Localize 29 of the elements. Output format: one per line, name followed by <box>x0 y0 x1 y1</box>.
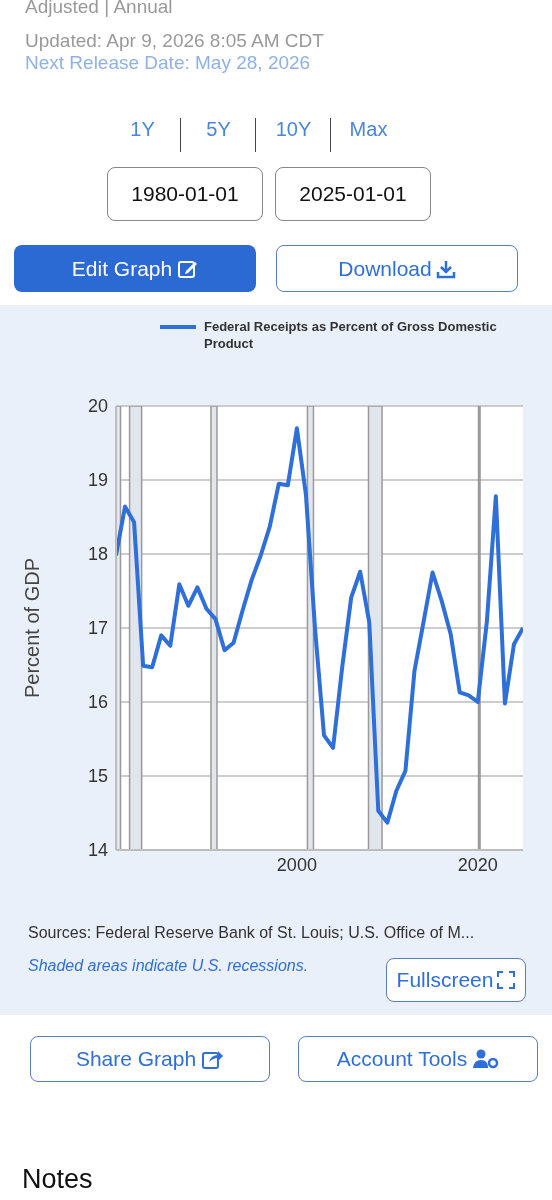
x-tick-label: 2020 <box>457 854 498 875</box>
y-tick-label: 19 <box>87 470 108 491</box>
legend-label: Federal Receipts as Percent of Gross Domestic Product <box>204 318 498 352</box>
y-tick-label: 18 <box>87 544 108 565</box>
text: 2025-01-01 <box>275 167 431 221</box>
y-axis-title: Percent of GDP <box>21 557 44 699</box>
text: 10Y <box>255 118 331 152</box>
text: Next Release Date: May 28, 2026 <box>25 52 311 74</box>
text: Shaded areas indicate U.S. recessions. <box>28 957 309 975</box>
source-note: Sources: Federal Reserve Bank of St. Louis; U.S. Office of M... <box>28 924 475 942</box>
text: Updated: Apr 9, 2026 8:05 AM CDT <box>25 30 324 52</box>
text: Fullscreen <box>386 958 526 1002</box>
text: Share Graph <box>30 1036 270 1082</box>
text: Notes <box>22 1164 93 1195</box>
y-tick-label: 17 <box>87 618 108 639</box>
text: 5Y <box>180 118 256 152</box>
y-tick-label: 15 <box>87 766 108 787</box>
y-tick-label: 14 <box>87 840 108 861</box>
y-tick-label: 20 <box>87 396 108 417</box>
text: Download <box>276 245 518 292</box>
text: 1980-01-01 <box>107 167 263 221</box>
line-series <box>116 426 523 825</box>
text: Edit Graph <box>14 245 256 292</box>
text: Account Tools <box>298 1036 538 1082</box>
text: Max <box>330 118 406 152</box>
y-tick-label: 16 <box>87 692 108 713</box>
text: Adjusted | Annual <box>25 0 173 18</box>
text: 1Y <box>129 118 156 142</box>
x-tick-label: 2000 <box>276 854 317 875</box>
